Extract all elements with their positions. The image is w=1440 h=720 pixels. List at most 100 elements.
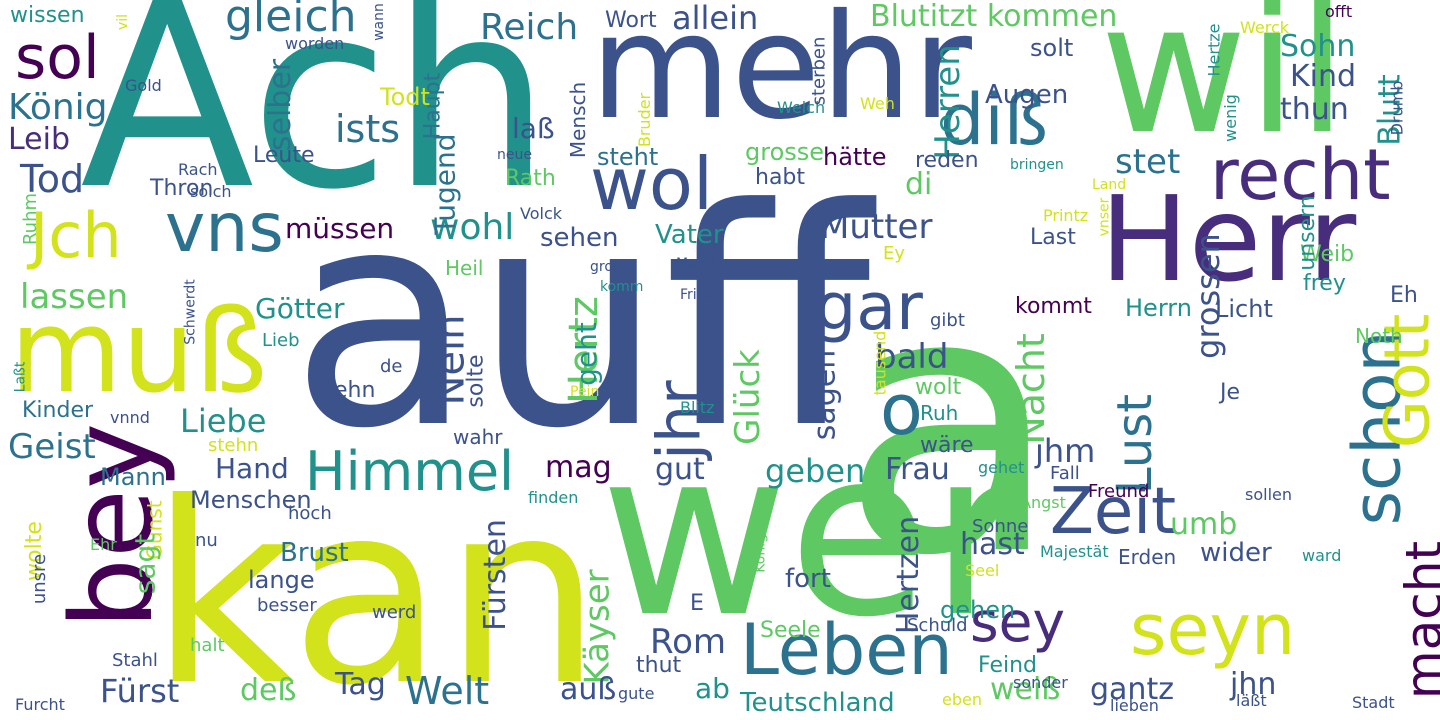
word-rom: Rom (650, 622, 727, 662)
word-lass: laß (512, 112, 555, 145)
word-vil: vil (115, 13, 132, 31)
word-hand: Hand (215, 452, 289, 485)
word-vns: vns (165, 189, 284, 268)
word-jch: Jch (30, 199, 122, 272)
word-todt: Todt (380, 83, 430, 111)
word-feind: Feind (978, 653, 1038, 678)
word-wolt: wolt (915, 375, 962, 400)
word-rath: Rath (505, 166, 556, 191)
word-mag: mag (545, 450, 612, 485)
word-welch: Welch (777, 98, 826, 117)
word-vnser: vnser (1096, 197, 1113, 237)
word-blitz: Blitz (680, 398, 715, 417)
word-sagt: sagt (128, 533, 162, 595)
word-schwerdt: Schwerdt (182, 279, 199, 345)
word-grosse: grosse (745, 138, 825, 166)
word-auff: auff (290, 145, 871, 494)
word-a: a (840, 215, 1061, 634)
word-wider: wider (1200, 538, 1272, 568)
word-reich: Reich (480, 7, 579, 48)
word-wort: Wort (605, 8, 657, 33)
word-eh: Eh (1390, 283, 1418, 308)
word-ward: ward (1302, 546, 1342, 565)
word-seele: Seele (760, 618, 821, 643)
word-sohn: Sohn (1280, 29, 1356, 64)
word-kan: kan (150, 449, 603, 720)
word-ab: ab (695, 672, 730, 705)
word-gehet: gehet (978, 458, 1025, 477)
word-wissen: wissen (10, 3, 85, 28)
word-allein: allein (672, 0, 759, 37)
word-zeit: Zeit (1050, 475, 1177, 549)
word-lieb: Lieb (262, 330, 300, 351)
word-mund: Mund (676, 256, 715, 272)
word-steht: steht (597, 143, 659, 171)
word-wohl: wohl (430, 207, 515, 248)
word-nu: nu (195, 530, 218, 551)
word-heil: Heil (445, 256, 484, 280)
word-wer: wer (600, 401, 1025, 668)
word-gehen: gehen (940, 596, 1016, 624)
word-sonne: Sonne (972, 516, 1029, 537)
word-mensch: Mensch (566, 81, 591, 159)
word-drumb: Drumb (1387, 80, 1407, 136)
word-bringen: bringen (1010, 157, 1064, 173)
word-unsern: unsern (1294, 195, 1320, 271)
word-reden: reden (915, 148, 979, 173)
word-diss: diß (940, 79, 1048, 161)
word-hertze: Hertze (1204, 23, 1224, 77)
word-komm: komm (600, 279, 644, 295)
word-sagen: sagen (807, 349, 843, 441)
word-geben: geben (765, 452, 866, 490)
word-sollen: sollen (1245, 485, 1292, 504)
word-kinder: Kinder (22, 398, 94, 423)
word-stehn: stehn (208, 435, 259, 456)
word-menschen: Menschen (190, 486, 312, 514)
word-lasst: Laßt (12, 361, 29, 393)
word-weib: Weib (1300, 242, 1355, 267)
word-dess: deß (240, 673, 297, 708)
word-pein: Pein (570, 384, 600, 400)
word-glueck: Glück (727, 349, 768, 445)
word-gross: groß (590, 259, 622, 275)
word-koenig: König (8, 87, 108, 128)
word-wenig: wenig (1220, 94, 1240, 142)
word-stadt: Stadt (1352, 693, 1395, 712)
word-geht: geht (569, 322, 603, 386)
word-gehn: gehn (320, 378, 376, 403)
word-hast: hast (960, 527, 1025, 562)
word-ach: Ach (80, 0, 552, 246)
word-printz: Printz (1043, 206, 1089, 225)
word-seel: Seel (965, 561, 1000, 580)
word-gut: gut (655, 452, 705, 487)
word-fall: Fall (1050, 463, 1080, 484)
word-unsre: unsre (29, 553, 51, 605)
word-waere: wäre (920, 433, 974, 458)
word-fuersten: Fürsten (477, 519, 513, 631)
word-wahr: wahr (453, 425, 503, 449)
word-besser: besser (257, 595, 317, 616)
word-neue: neue (497, 147, 532, 163)
word-mehr: mehr (590, 0, 972, 152)
word-seyn: seyn (1130, 589, 1296, 671)
word-kind: Kind (1290, 59, 1357, 94)
word-leib: Leib (8, 122, 71, 157)
word-gantz: gantz (1090, 672, 1174, 707)
word-tugend: Tugend (428, 133, 462, 235)
word-frey: frey (1303, 271, 1346, 296)
word-furcht: Furcht (15, 695, 65, 714)
word-angst: Angst (1020, 493, 1066, 512)
word-gold: Gold (125, 76, 162, 95)
word-solte: solte (463, 354, 489, 408)
word-lieben: lieben (1110, 696, 1159, 715)
word-ists: ists (335, 107, 401, 151)
word-augen: Augen (985, 80, 1069, 110)
word-leben: Leben (740, 609, 953, 691)
word-lassen: lassen (20, 277, 129, 317)
word-herrn: Herrn (1125, 294, 1192, 322)
word-sey: sey (970, 590, 1066, 654)
word-jhr: jhr (644, 380, 715, 460)
word-tod: Tod (20, 157, 85, 201)
word-teutschland: Teutschland (740, 688, 895, 718)
word-koenigin: Königin (752, 521, 769, 573)
